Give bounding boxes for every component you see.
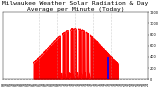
- Title: Milwaukee Weather Solar Radiation & Day Average per Minute (Today): Milwaukee Weather Solar Radiation & Day …: [2, 1, 149, 12]
